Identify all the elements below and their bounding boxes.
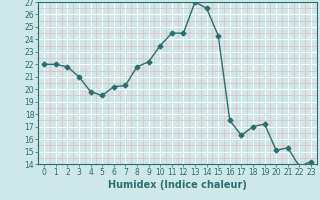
X-axis label: Humidex (Indice chaleur): Humidex (Indice chaleur) — [108, 180, 247, 190]
